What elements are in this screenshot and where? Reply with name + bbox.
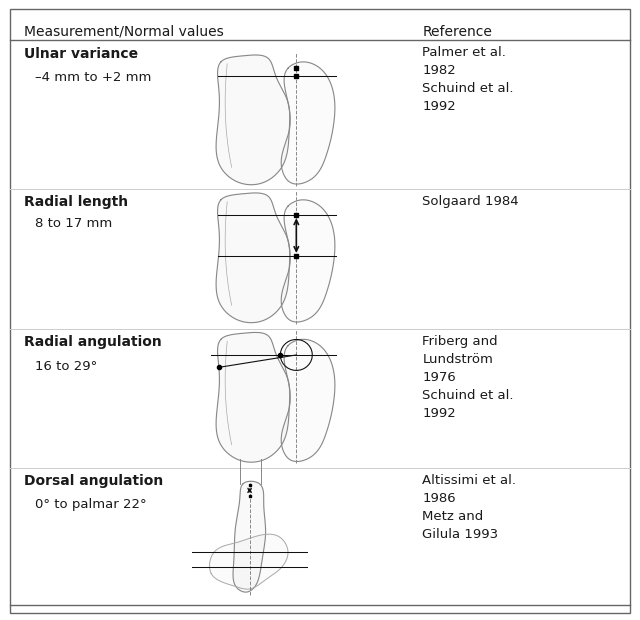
Polygon shape <box>233 481 266 592</box>
Text: Solgaard 1984: Solgaard 1984 <box>422 195 519 208</box>
Text: Altissimi et al.
1986
Metz and
Gilula 1993: Altissimi et al. 1986 Metz and Gilula 19… <box>422 474 516 541</box>
Text: 0° to palmar 22°: 0° to palmar 22° <box>35 498 147 511</box>
Polygon shape <box>209 534 288 589</box>
FancyBboxPatch shape <box>10 9 630 613</box>
Polygon shape <box>281 339 335 461</box>
Text: Dorsal angulation: Dorsal angulation <box>24 474 164 489</box>
Text: Radial angulation: Radial angulation <box>24 335 162 349</box>
Text: Friberg and
Lundström
1976
Schuind et al.
1992: Friberg and Lundström 1976 Schuind et al… <box>422 335 514 420</box>
Polygon shape <box>281 62 335 184</box>
Text: Ulnar variance: Ulnar variance <box>24 46 138 61</box>
Polygon shape <box>216 193 290 322</box>
Text: Reference: Reference <box>422 25 492 39</box>
Text: Radial length: Radial length <box>24 195 129 210</box>
Text: –4 mm to +2 mm: –4 mm to +2 mm <box>35 71 152 84</box>
Polygon shape <box>216 332 290 462</box>
Polygon shape <box>216 55 290 185</box>
Polygon shape <box>281 200 335 322</box>
Text: 16 to 29°: 16 to 29° <box>35 360 97 373</box>
Text: Palmer et al.
1982
Schuind et al.
1992: Palmer et al. 1982 Schuind et al. 1992 <box>422 46 514 113</box>
Text: Measurement/Normal values: Measurement/Normal values <box>24 25 224 39</box>
Text: 8 to 17 mm: 8 to 17 mm <box>35 217 113 230</box>
